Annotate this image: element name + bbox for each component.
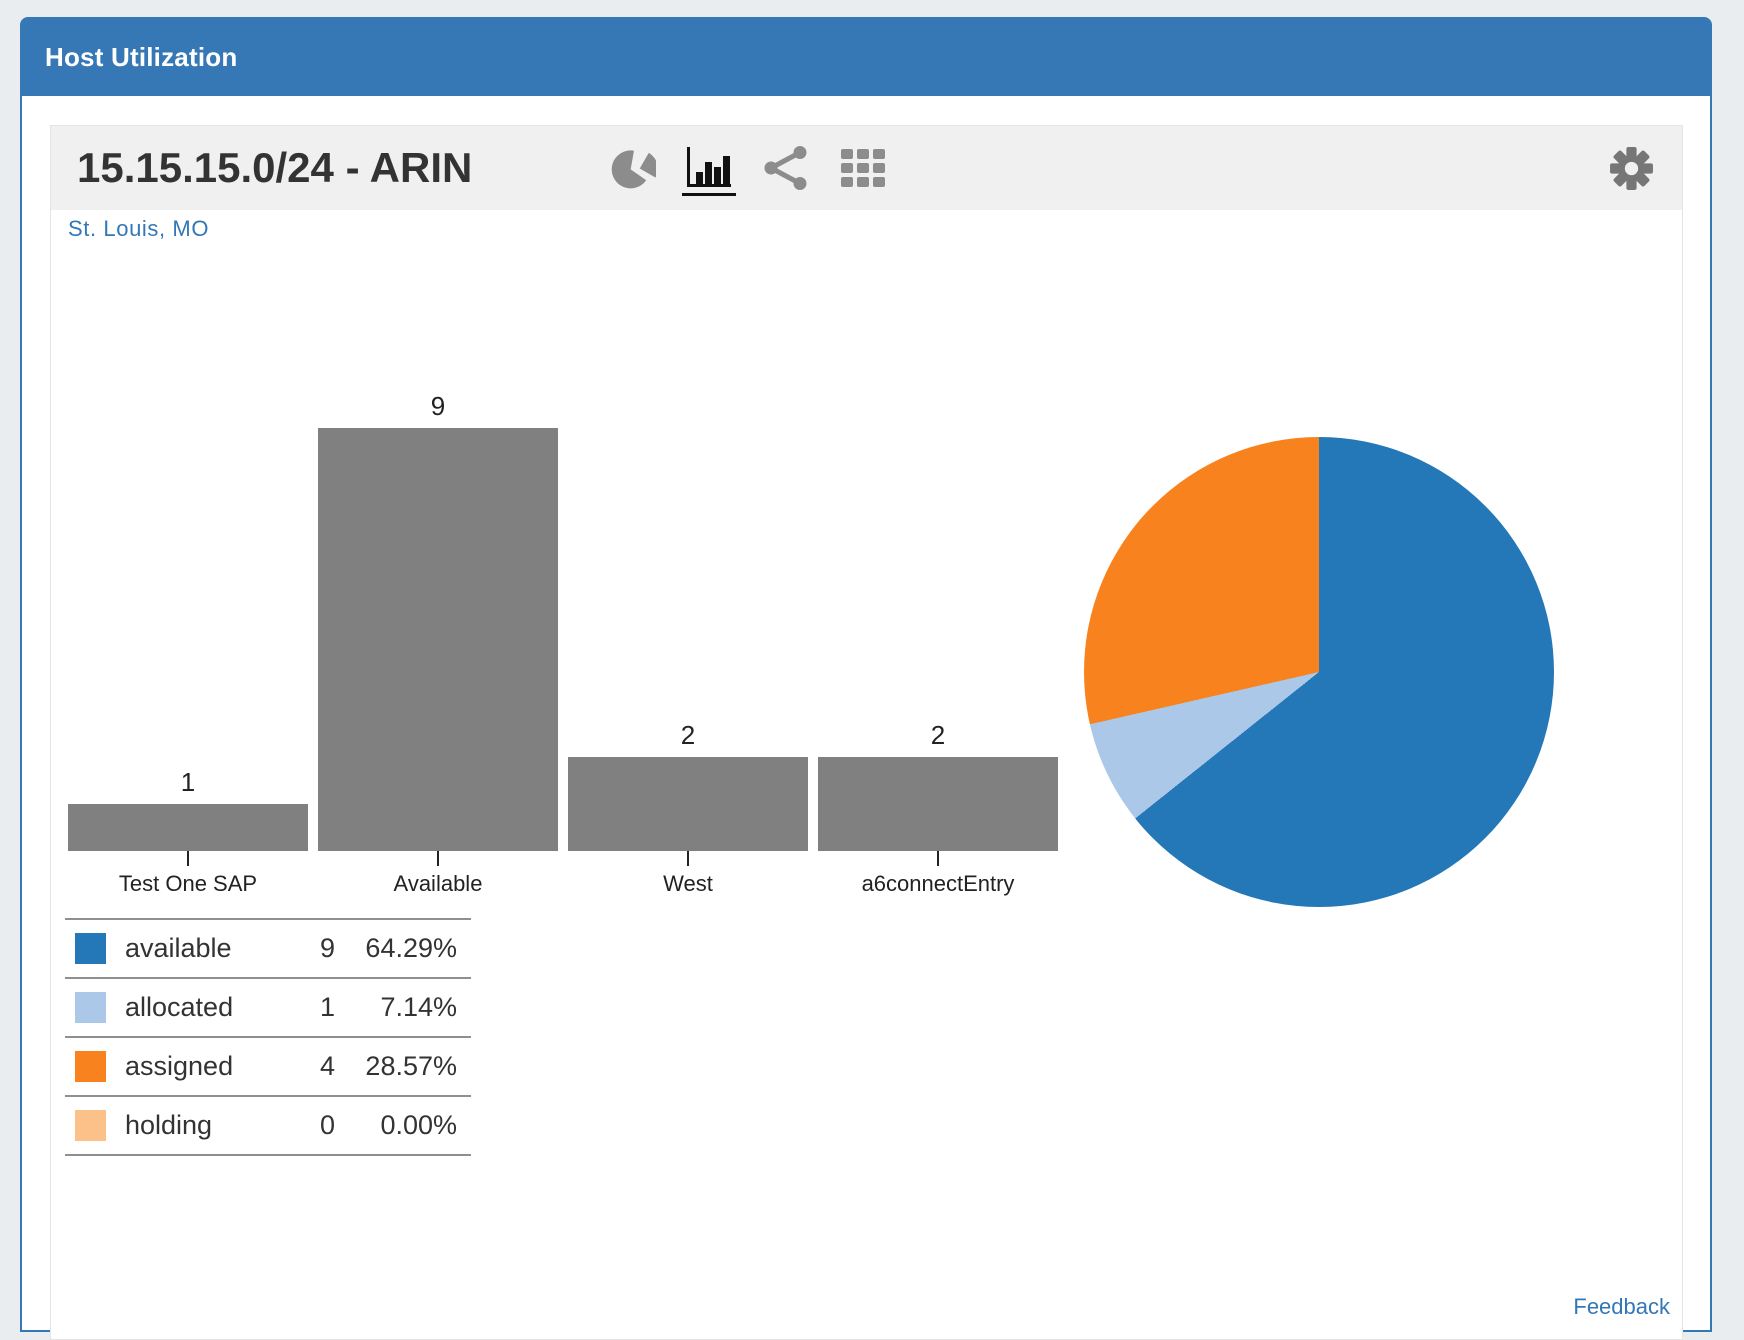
utilization-widget: 15.15.15.0/24 - ARIN — [50, 125, 1683, 1340]
settings-button[interactable] — [1606, 143, 1656, 193]
share-icon — [763, 144, 809, 192]
bar — [318, 428, 558, 851]
bar-value-label: 1 — [180, 767, 196, 797]
bar-value-label: 2 — [680, 720, 696, 750]
subnet-title: 15.15.15.0/24 - ARIN — [77, 144, 473, 191]
legend-swatch — [75, 1051, 106, 1082]
legend-percent: 28.57% — [365, 1051, 457, 1081]
axis-tick — [687, 851, 689, 866]
bar-category-label: Available — [393, 871, 483, 896]
share-button[interactable] — [761, 143, 811, 193]
bar — [818, 757, 1058, 851]
legend-label: assigned — [125, 1051, 234, 1081]
gear-icon — [1608, 145, 1655, 192]
legend-percent: 7.14% — [380, 992, 457, 1022]
grid-view-button[interactable] — [838, 143, 888, 193]
legend-row: assigned 4 28.57% — [65, 1036, 471, 1095]
legend-count: 9 — [319, 933, 335, 963]
axis-tick — [187, 851, 189, 866]
bar-category-label: West — [663, 871, 713, 896]
legend-percent: 64.29% — [365, 933, 457, 963]
bar-category-label: a6connectEntry — [861, 871, 1015, 896]
pie-chart-icon — [609, 145, 656, 192]
host-utilization-panel: Host Utilization 15.15.15.0/24 - ARIN — [20, 17, 1712, 1340]
pie-view-button[interactable] — [607, 143, 657, 193]
widget-header: 15.15.15.0/24 - ARIN — [51, 126, 1682, 210]
bar-value-label: 2 — [930, 720, 946, 750]
legend-count: 1 — [319, 992, 335, 1022]
legend-swatch — [75, 992, 106, 1023]
legend-label: available — [125, 933, 232, 963]
legend-label: holding — [125, 1110, 213, 1140]
legend-swatch — [75, 933, 106, 964]
pie-chart — [1084, 437, 1554, 907]
legend-percent: 0.00% — [380, 1110, 457, 1140]
panel-title: Host Utilization — [45, 42, 238, 72]
location-link[interactable]: St. Louis, MO — [68, 216, 210, 241]
legend-swatch — [75, 1110, 106, 1141]
bar — [68, 804, 308, 851]
legend-row: available 9 64.29% — [65, 918, 471, 977]
legend-label: allocated — [125, 992, 234, 1022]
axis-tick — [937, 851, 939, 866]
bar-category-label: Test One SAP — [118, 871, 258, 896]
panel-header: Host Utilization — [22, 19, 1710, 96]
bar-view-button[interactable] — [682, 143, 737, 196]
bar-value-label: 9 — [430, 391, 446, 421]
legend-row: allocated 1 7.14% — [65, 977, 471, 1036]
legend-row: holding 0 0.00% — [65, 1095, 471, 1156]
chart-view-toolbar — [607, 143, 888, 196]
legend-table: available 9 64.29% allocated 1 7.14% assigned 4… — [65, 918, 471, 1156]
bar-chart-icon — [684, 146, 734, 190]
feedback-link[interactable]: Feedback — [1573, 1294, 1670, 1319]
grid-icon — [840, 148, 886, 188]
bar — [568, 757, 808, 851]
legend-count: 0 — [319, 1110, 335, 1140]
axis-tick — [437, 851, 439, 866]
legend-count: 4 — [319, 1051, 335, 1081]
